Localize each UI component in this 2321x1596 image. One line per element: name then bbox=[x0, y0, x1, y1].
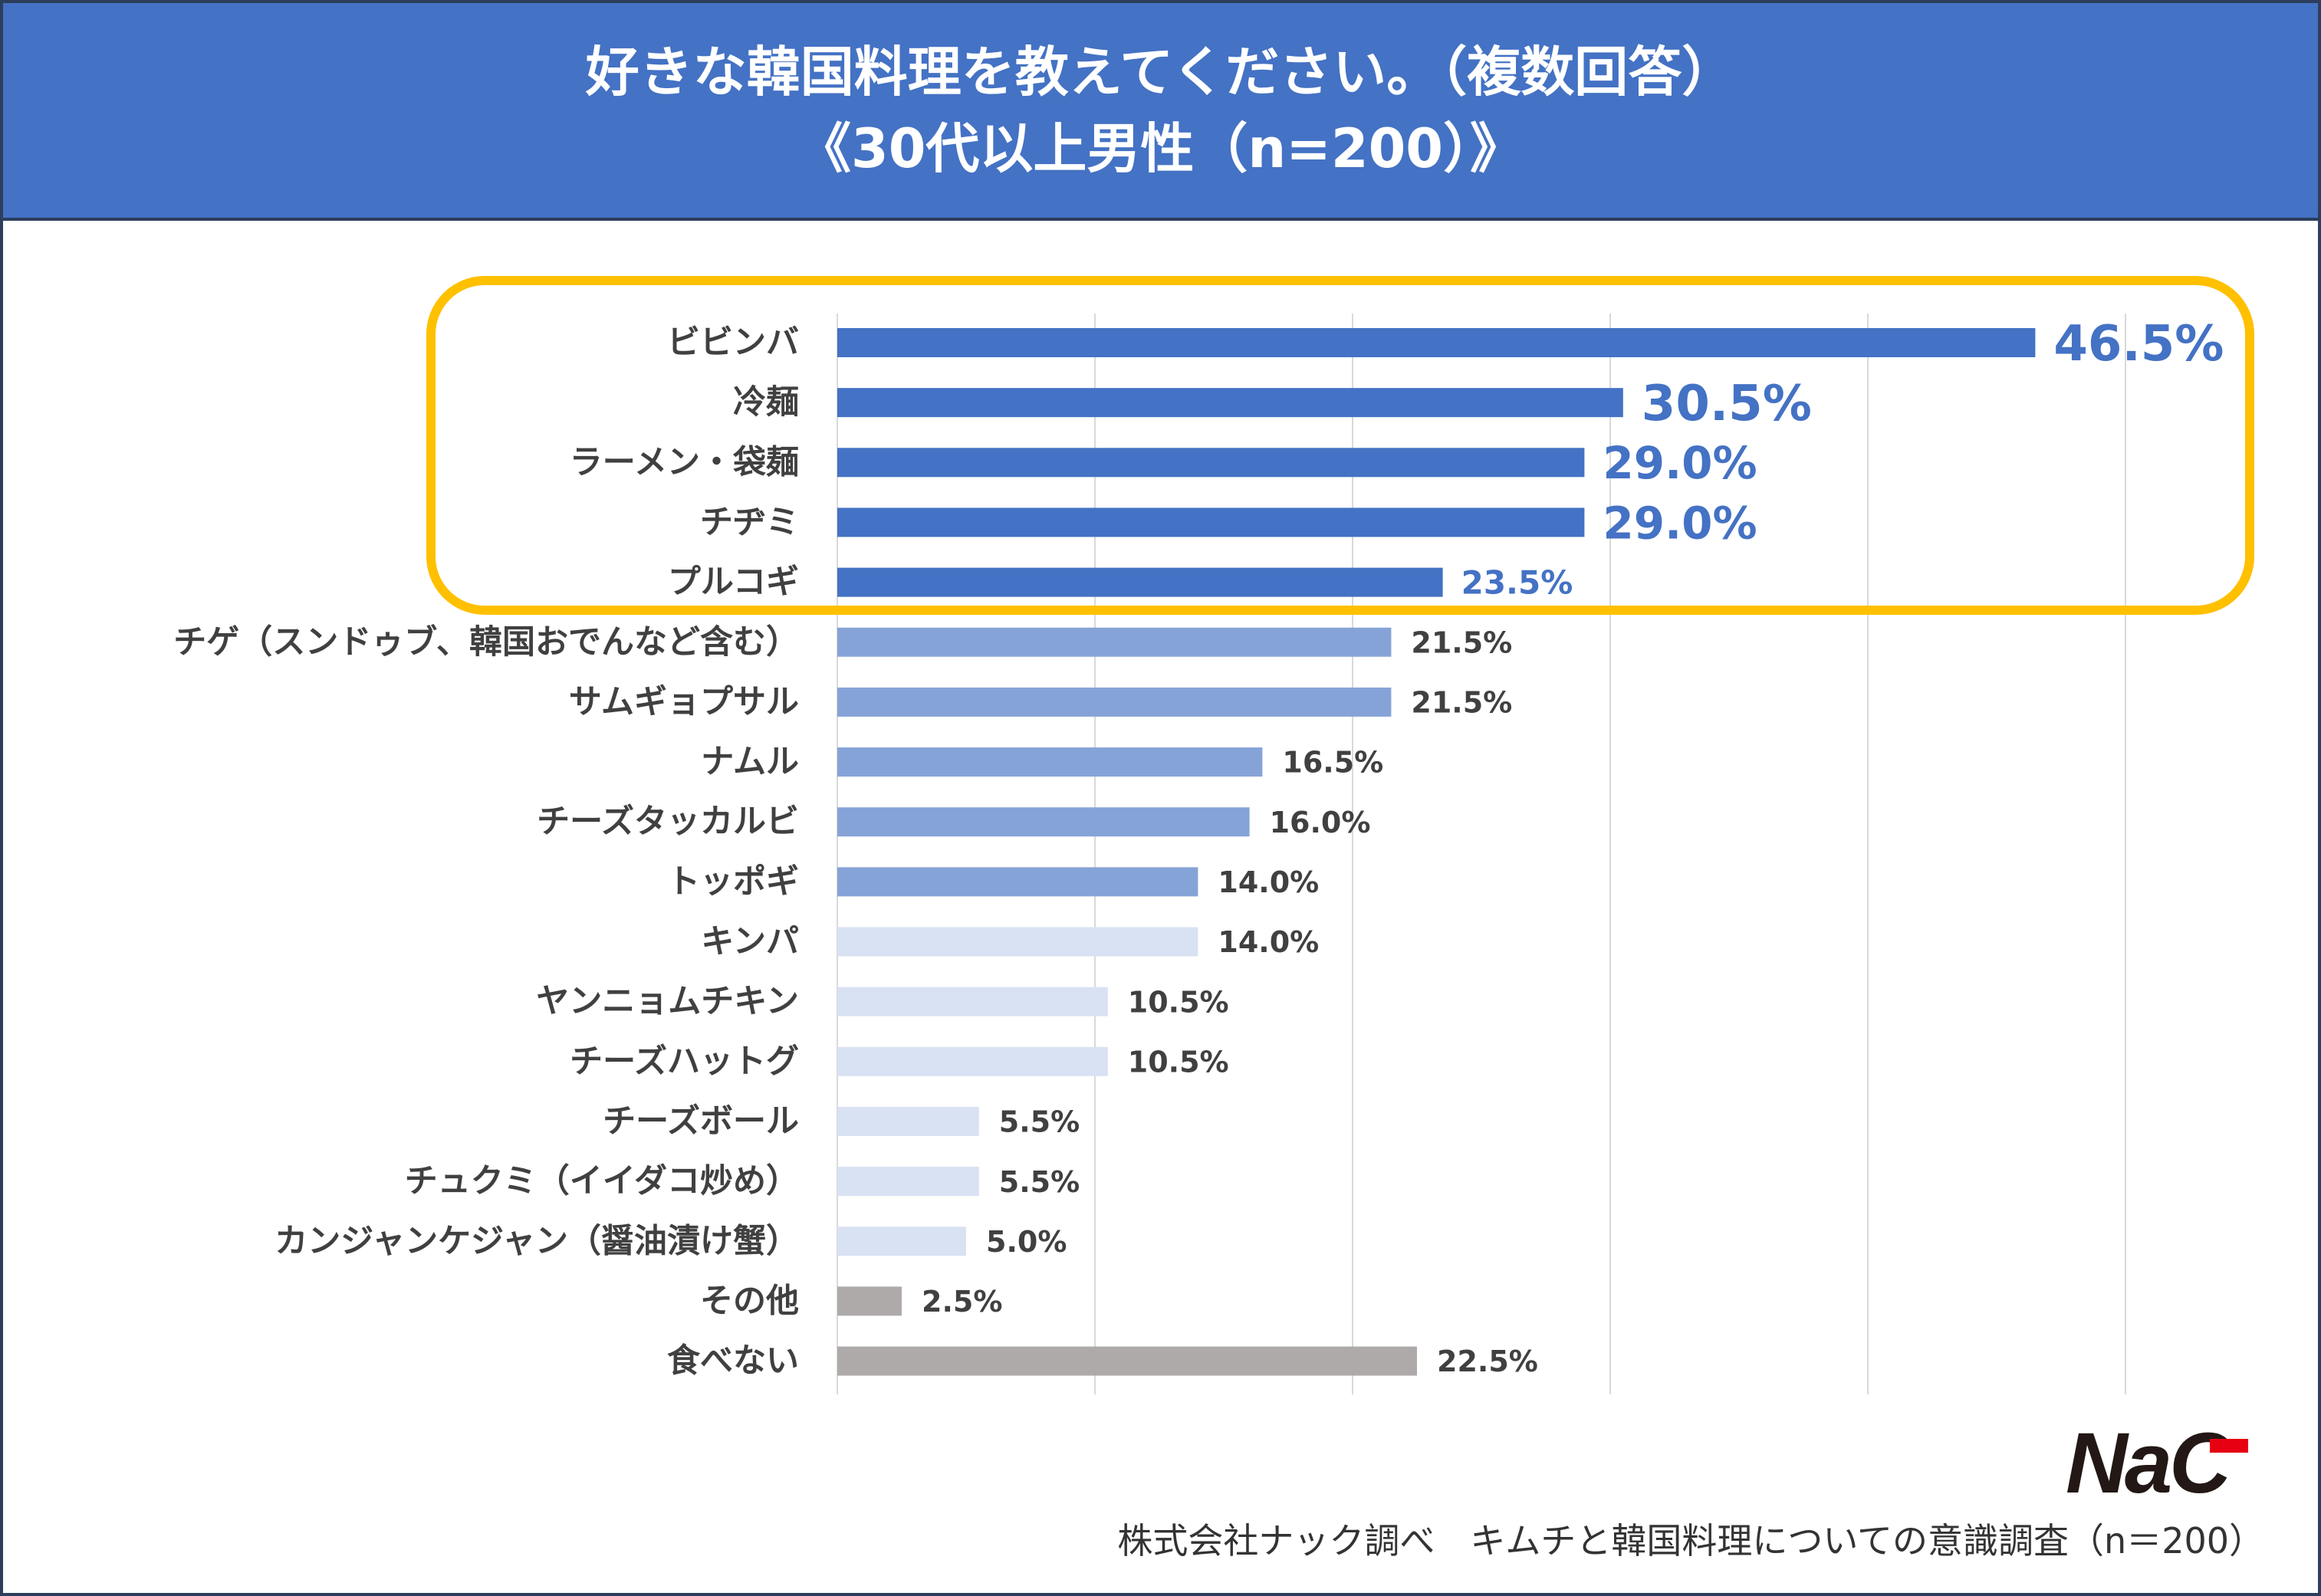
value-label: 14.0% bbox=[1218, 865, 1319, 899]
value-label: 2.5% bbox=[922, 1285, 1002, 1319]
category-label: チュクミ（イイダコ炒め） bbox=[405, 1162, 799, 1200]
bar bbox=[837, 747, 1263, 777]
bar bbox=[837, 1046, 1108, 1076]
value-label: 10.5% bbox=[1128, 985, 1229, 1019]
bar bbox=[837, 567, 1443, 597]
bar bbox=[837, 927, 1198, 957]
value-label: 21.5% bbox=[1411, 686, 1512, 720]
value-label: 5.0% bbox=[986, 1225, 1067, 1259]
category-label: ラーメン・袋麺 bbox=[570, 443, 799, 481]
bar bbox=[837, 507, 1585, 537]
bar bbox=[837, 807, 1250, 837]
chart-subtitle: 《30代以上男性（n=200）》 bbox=[797, 117, 1524, 180]
value-label: 22.5% bbox=[1437, 1345, 1538, 1378]
source-note: 株式会社ナック調べ キムチと韓国料理についての意識調査（n＝200） bbox=[1117, 1520, 2264, 1562]
nac-logo-wordmark: NaC bbox=[2066, 1425, 2233, 1502]
value-label: 46.5% bbox=[2053, 316, 2224, 373]
bar bbox=[837, 328, 2036, 357]
category-label: 食べない bbox=[667, 1342, 799, 1381]
category-label: プルコギ bbox=[668, 563, 799, 602]
nac-logo: NaC bbox=[2066, 1425, 2248, 1502]
category-label: ナムル bbox=[701, 743, 799, 781]
category-label: サムギョプサル bbox=[569, 683, 799, 721]
bar bbox=[837, 1106, 979, 1136]
category-label: キンパ bbox=[701, 923, 799, 961]
chart-title: 好きな韓国料理を教えてください。（複数回答） bbox=[585, 41, 1736, 103]
value-label: 14.0% bbox=[1218, 925, 1319, 959]
value-label: 10.5% bbox=[1128, 1045, 1229, 1079]
bar bbox=[837, 1227, 966, 1256]
logo-red-accent bbox=[2210, 1439, 2248, 1453]
title-bar: 好きな韓国料理を教えてください。（複数回答） 《30代以上男性（n=200）》 bbox=[3, 3, 2318, 221]
bar bbox=[837, 448, 1585, 478]
bar bbox=[837, 627, 1392, 657]
value-label: 5.5% bbox=[999, 1105, 1080, 1139]
bar bbox=[837, 987, 1108, 1016]
bar bbox=[837, 867, 1198, 897]
category-label: チーズボール bbox=[603, 1102, 799, 1141]
category-label: その他 bbox=[700, 1282, 799, 1320]
value-label: 29.0% bbox=[1603, 497, 1757, 549]
bar bbox=[837, 388, 1623, 418]
category-label: チーズハットグ bbox=[570, 1043, 799, 1081]
value-label: 30.5% bbox=[1642, 376, 1812, 432]
value-label: 23.5% bbox=[1461, 564, 1573, 602]
category-label: チヂミ bbox=[700, 503, 799, 541]
value-label: 16.0% bbox=[1270, 806, 1371, 839]
category-label: チーズタッカルビ bbox=[537, 803, 799, 841]
category-label: ヤンニョムチキン bbox=[536, 983, 799, 1021]
value-label: 29.0% bbox=[1603, 437, 1757, 489]
value-label: 16.5% bbox=[1282, 746, 1383, 780]
category-label: チゲ（スンドゥブ、韓国おでんなど含む） bbox=[173, 623, 799, 662]
bar-chart: ビビンバ 46.5% 冷麺 30.5% ラーメン・袋麺 29.0% チヂミ 29.0% プルコギ… bbox=[173, 276, 2254, 1394]
bar bbox=[837, 1167, 979, 1197]
top5-highlight-box bbox=[426, 276, 2254, 615]
value-label: 5.5% bbox=[999, 1165, 1080, 1199]
bar bbox=[837, 687, 1392, 717]
bar bbox=[837, 1286, 902, 1316]
category-label: カンジャンケジャン（醤油漬け蟹） bbox=[275, 1222, 799, 1260]
value-label: 21.5% bbox=[1411, 626, 1512, 659]
category-label: 冷麺 bbox=[733, 383, 799, 422]
category-label: ビビンバ bbox=[667, 323, 799, 362]
bar bbox=[837, 1346, 1417, 1376]
category-label: トッポギ bbox=[667, 862, 799, 901]
